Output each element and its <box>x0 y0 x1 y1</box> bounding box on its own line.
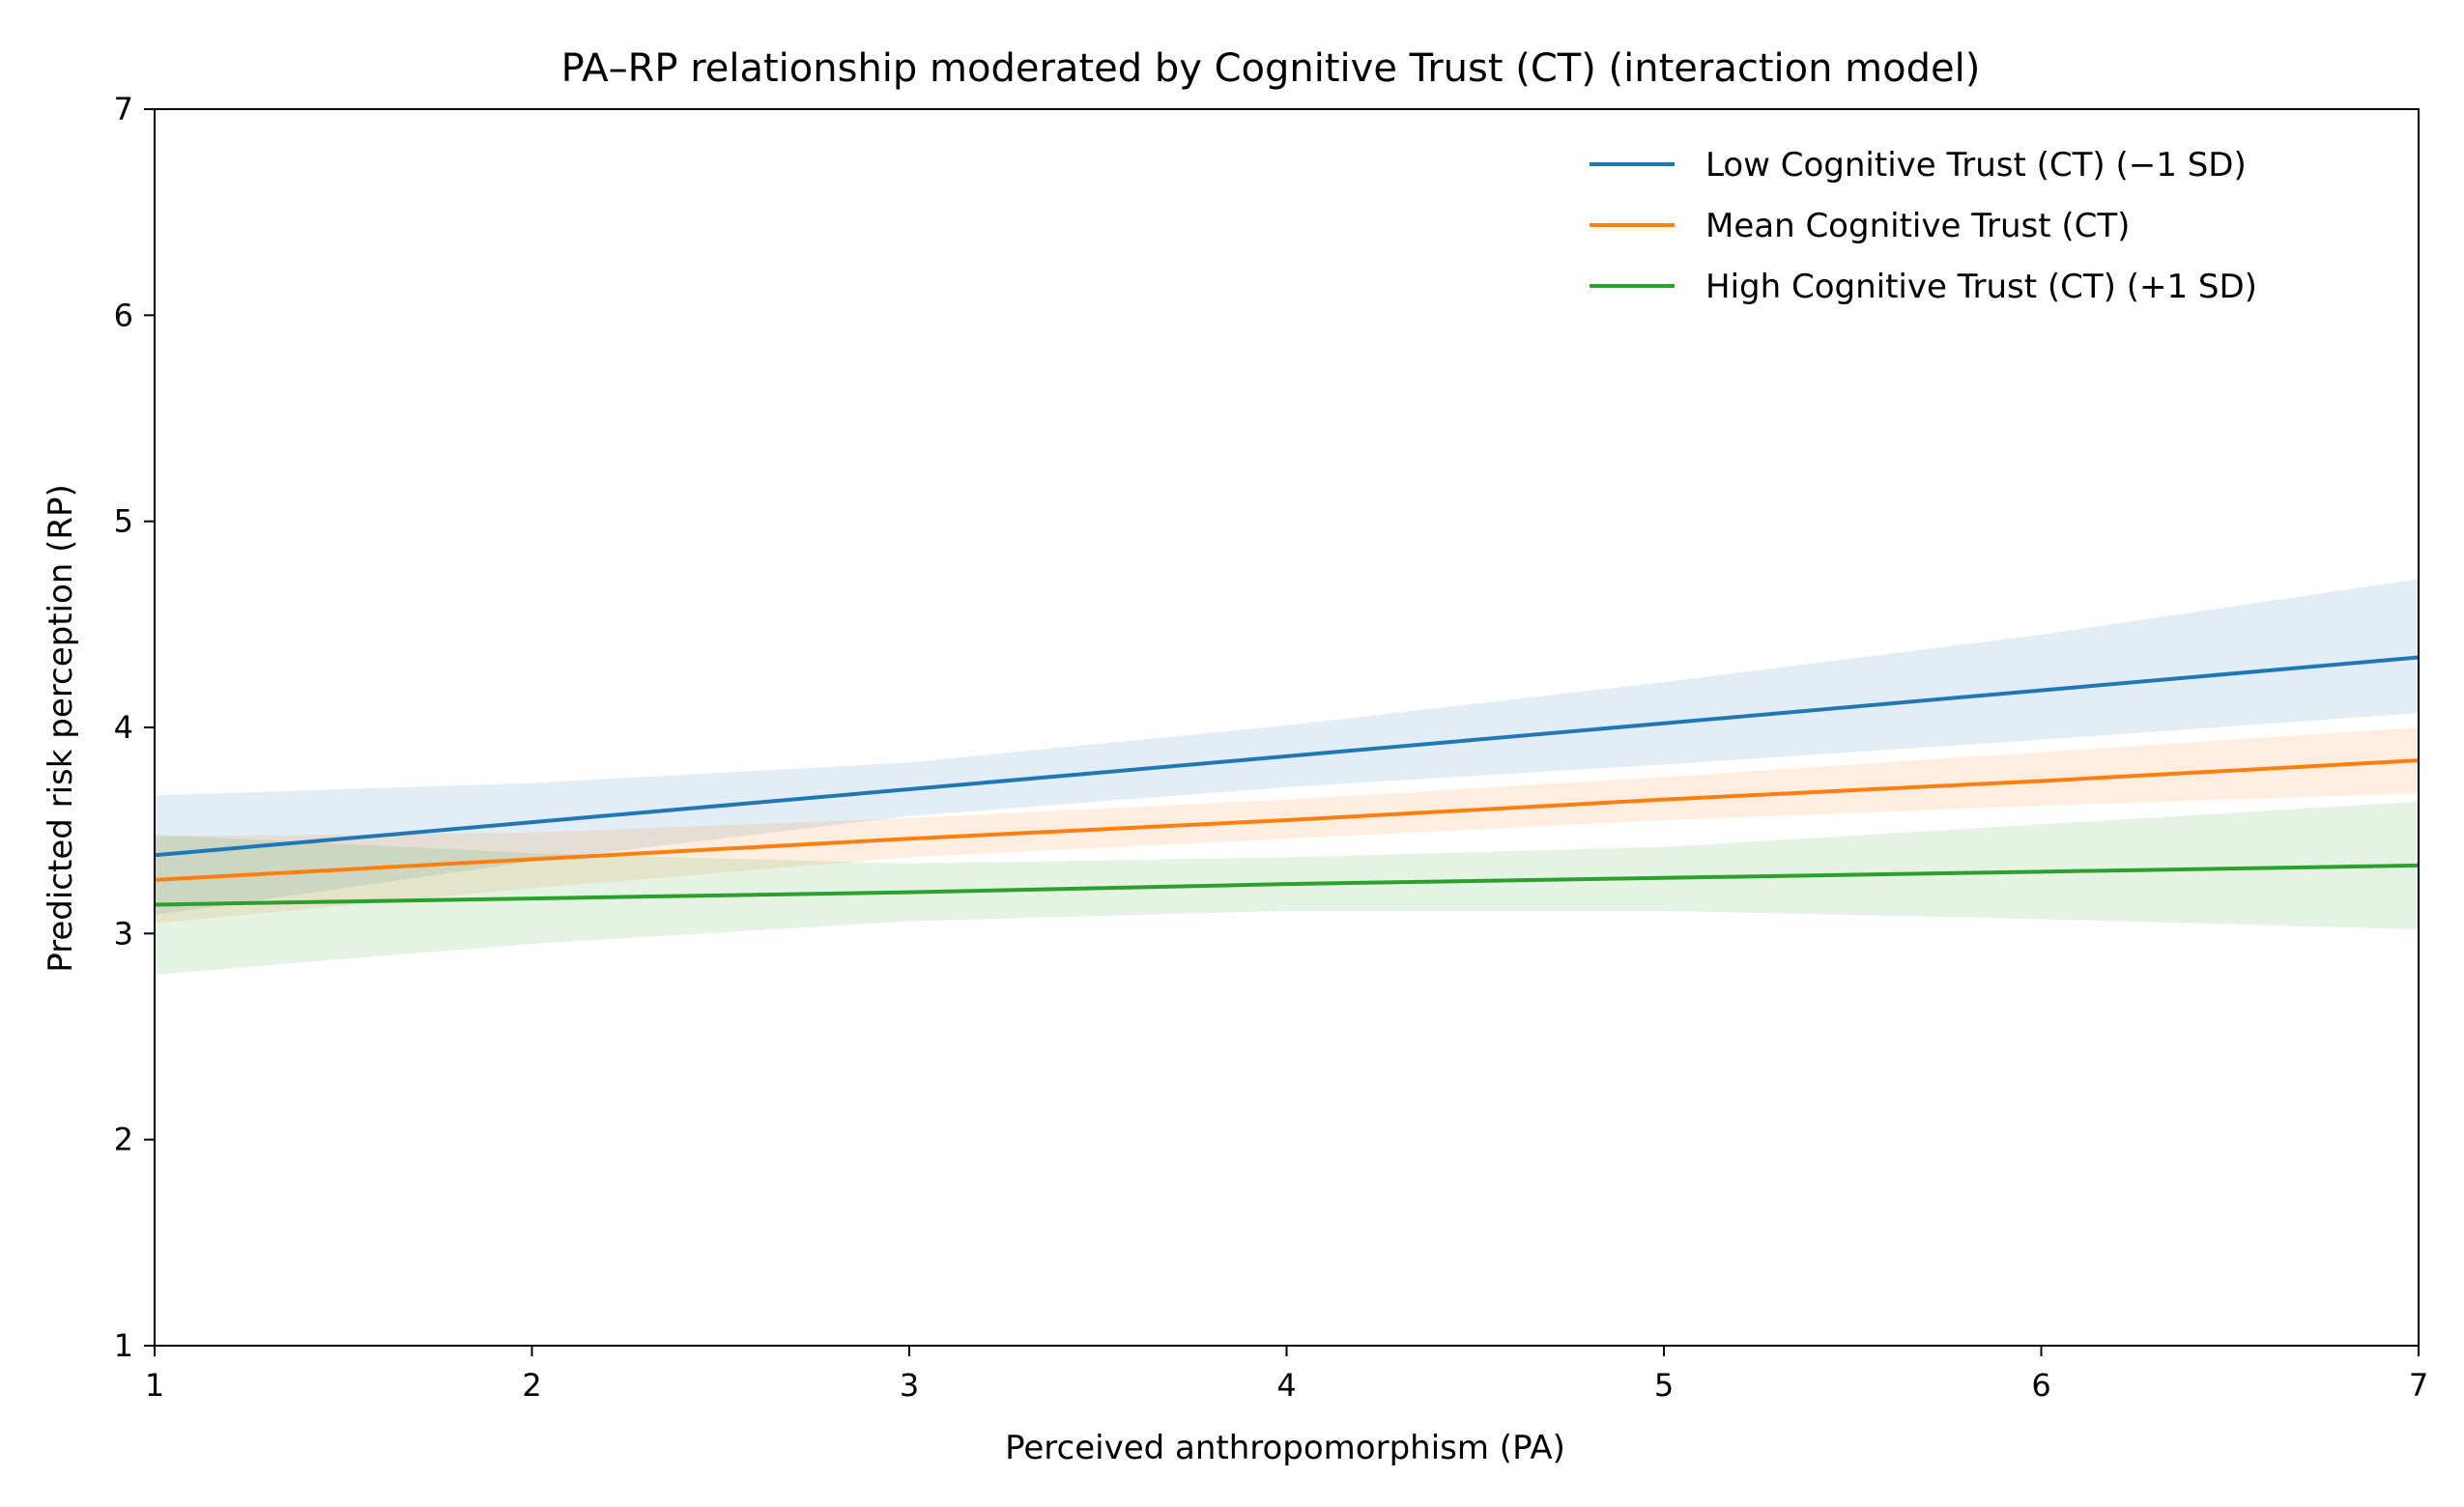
series-line-2 <box>154 863 2420 907</box>
x-tick-label: 1 <box>145 1367 164 1404</box>
y-tick-label: 5 <box>114 503 133 540</box>
x-tick-label: 5 <box>1654 1367 1674 1404</box>
ci-band-1 <box>155 727 2419 924</box>
x-tick-label: 4 <box>1276 1367 1296 1404</box>
y-tick-label: 3 <box>114 915 133 952</box>
legend-label-1: Mean Cognitive Trust (CT) <box>1705 207 2130 245</box>
ci-band-0 <box>155 579 2419 916</box>
x-axis-ticks: 1 2 3 4 5 6 7 <box>145 1346 2428 1404</box>
series-line-0 <box>154 655 2420 858</box>
y-tick-label: 4 <box>114 709 133 746</box>
legend-label-0: Low Cognitive Trust (CT) (−1 SD) <box>1705 146 2247 185</box>
y-tick-label: 7 <box>114 91 133 128</box>
confidence-bands <box>155 579 2419 975</box>
ci-band-2 <box>155 801 2419 975</box>
x-tick-label: 7 <box>2409 1367 2428 1404</box>
legend-label-2: High Cognitive Trust (CT) (+1 SD) <box>1705 268 2257 306</box>
x-tick-label: 2 <box>522 1367 541 1404</box>
x-tick-label: 6 <box>2031 1367 2050 1404</box>
y-tick-label: 2 <box>114 1122 133 1158</box>
x-axis-label: Perceived anthropomorphism (PA) <box>1005 1429 1565 1467</box>
y-tick-label: 6 <box>114 297 133 333</box>
y-tick-label: 1 <box>114 1327 133 1364</box>
legend: Low Cognitive Trust (CT) (−1 SD) Mean Cog… <box>1590 146 2257 306</box>
chart-title: PA–RP relationship moderated by Cognitiv… <box>561 46 1981 91</box>
y-axis-ticks: 1 2 3 4 5 6 7 <box>114 91 155 1364</box>
series-lines <box>154 655 2420 907</box>
y-axis-label: Predicted risk perception (RP) <box>42 484 80 973</box>
series-line-1 <box>154 758 2420 882</box>
x-tick-label: 3 <box>900 1367 919 1404</box>
